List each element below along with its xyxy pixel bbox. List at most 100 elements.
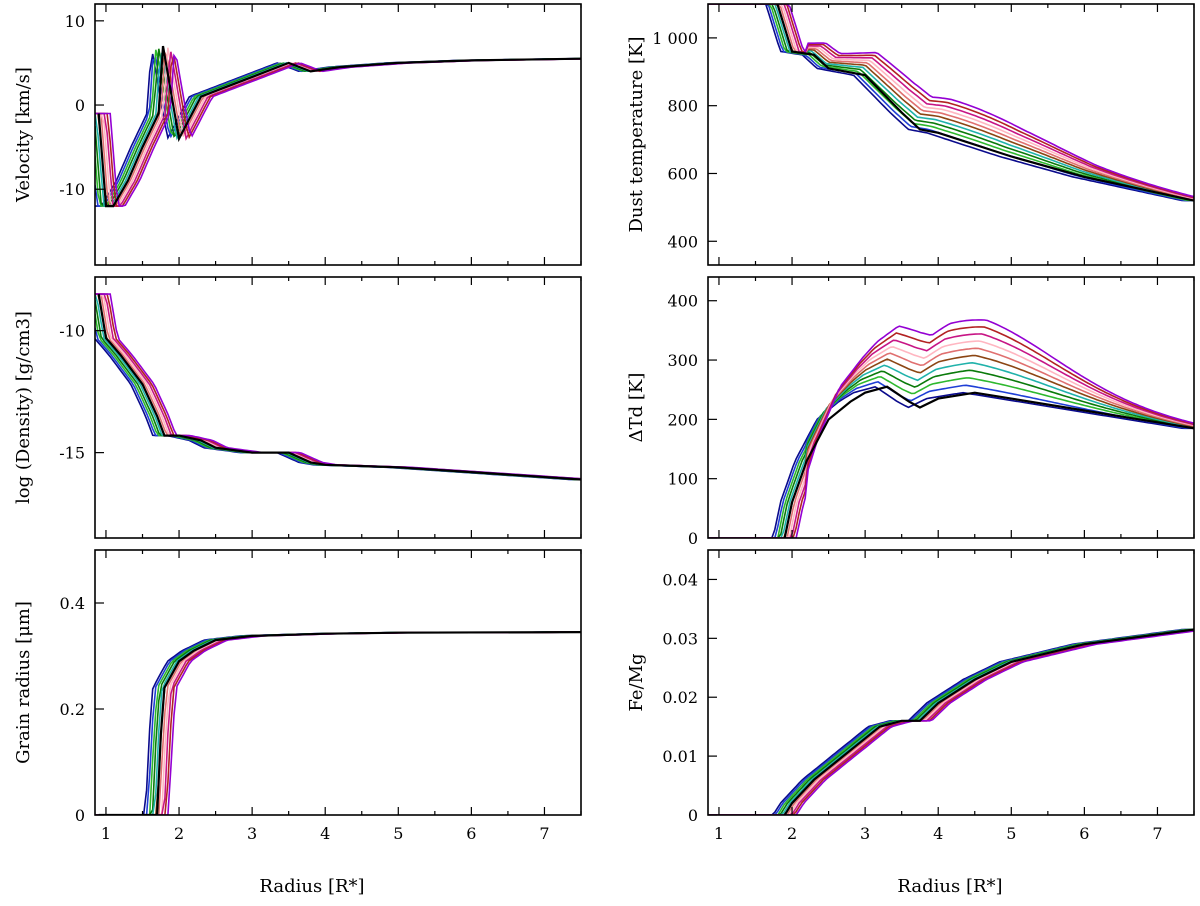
fe-mg-model-curve: [708, 628, 1194, 815]
dust-temperature-frame: [707, 3, 1195, 266]
y-tick-label: 0.2: [60, 700, 85, 719]
y-tick-label: 0: [688, 529, 698, 548]
density-model-curve: [95, 293, 581, 480]
x-tick-label: 2: [174, 824, 184, 843]
x-tick-label: 4: [320, 824, 330, 843]
y-tick-label: 0.01: [662, 747, 698, 766]
x-tick-label: 1: [101, 824, 111, 843]
panel-density: -10 -15 log (Density) [g/cm3]: [13, 276, 582, 539]
y-tick-label: 10: [65, 12, 85, 31]
x-axis-label-left: Radius [R*]: [259, 876, 364, 897]
fe-mg-curves: [708, 628, 1194, 815]
density-model-curve: [95, 293, 581, 480]
x-tick-label: 7: [1152, 824, 1162, 843]
x-tick-label: 7: [539, 824, 549, 843]
velocity-curves: [95, 45, 581, 208]
delta-td-model-curve: [708, 369, 1194, 538]
y-tick-label: 0.02: [662, 688, 698, 707]
dust-temperature-model-curve: [708, 4, 1194, 198]
delta-td-model-curve: [708, 333, 1194, 538]
density-series-final: [97, 293, 581, 481]
dust-temperature-model-curve: [708, 4, 1194, 201]
fe-mg-model-curve: [708, 628, 1194, 815]
fe-mg-model-curve: [708, 629, 1194, 815]
dust-temperature-curves: [708, 4, 1194, 202]
dust-temperature-model-curve: [708, 4, 1194, 201]
delta-td-model-curve: [708, 326, 1194, 538]
delta-td-series-final: [783, 385, 1194, 538]
y-tick-label: -10: [59, 180, 85, 199]
y-tick-label: 800: [667, 97, 698, 116]
fe-mg-model-curve: [708, 628, 1194, 815]
x-tick-label: 2: [787, 824, 797, 843]
delta-td-y-axis-label: ΔTd [K]: [626, 373, 647, 443]
grain-frame: [94, 549, 582, 816]
y-tick-label: -10: [59, 322, 85, 341]
panel-grain: 1 2 3 4 5 6 7 0 0.2 0.4 Grain radius [μm]: [13, 549, 582, 843]
fe-mg-y-axis-label: Fe/Mg: [626, 653, 647, 711]
grain-y-axis-label: Grain radius [μm]: [13, 601, 34, 764]
x-tick-label: 5: [393, 824, 403, 843]
panel-fe-mg: 1 2 3 4 5 6 7 0 0.01 0.02 0.03 0.04 Fe/Mg: [626, 549, 1195, 843]
dust-temperature-model-curve: [708, 4, 1194, 199]
y-tick-label: 0: [75, 96, 85, 115]
delta-td-model-curve: [708, 376, 1194, 538]
velocity-frame: [94, 3, 582, 266]
density-model-curve: [95, 327, 581, 481]
delta-td-frame: [707, 276, 1195, 539]
fe-mg-series-final: [783, 628, 1194, 815]
grain-curves: [95, 630, 581, 815]
y-tick-label: 400: [667, 292, 698, 311]
x-tick-label: 3: [247, 824, 257, 843]
x-tick-label: 1: [714, 824, 724, 843]
x-axis-label-right: Radius [R*]: [897, 876, 1002, 897]
fe-mg-model-curve: [708, 628, 1194, 815]
delta-td-model-curve: [708, 340, 1194, 538]
dust-temperature-model-curve: [708, 4, 1194, 201]
density-model-curve: [95, 293, 581, 480]
panel-dust-temperature: 400 600 800 1 000 Dust temperature [K]: [626, 3, 1195, 266]
dust-temperature-model-curve: [708, 4, 1194, 202]
density-model-curve: [95, 293, 581, 481]
fe-mg-model-curve: [708, 628, 1194, 815]
density-model-curve: [95, 293, 581, 480]
dust-temperature-model-curve: [708, 4, 1194, 202]
fe-mg-model-curve: [708, 630, 1194, 815]
velocity-series-final: [97, 45, 581, 208]
y-tick-label: 1 000: [652, 29, 698, 48]
y-tick-label: 0.03: [662, 629, 698, 648]
density-model-curve: [95, 338, 581, 481]
density-curves: [95, 293, 581, 481]
panel-delta-td: 0 100 200 300 400 ΔTd [K]: [626, 276, 1195, 548]
density-model-curve: [95, 313, 581, 481]
x-tick-label: 5: [1006, 824, 1016, 843]
fe-mg-model-curve: [708, 629, 1194, 815]
x-tick-label: 6: [1079, 824, 1089, 843]
density-model-curve: [95, 293, 581, 481]
x-tick-label: 4: [933, 824, 943, 843]
y-tick-label: 300: [667, 351, 698, 370]
density-model-curve: [95, 293, 581, 481]
density-frame: [94, 276, 582, 539]
y-tick-label: 0.04: [662, 570, 698, 589]
y-tick-label: 400: [667, 232, 698, 251]
delta-td-model-curve: [708, 361, 1194, 538]
y-tick-label: 0.4: [60, 594, 85, 613]
fe-mg-model-curve: [708, 629, 1194, 815]
y-tick-label: 100: [667, 470, 698, 489]
y-tick-label: 200: [667, 410, 698, 429]
velocity-y-axis-label: Velocity [km/s]: [13, 67, 34, 203]
grain-series-final: [98, 630, 581, 815]
delta-td-model-curve: [708, 319, 1194, 538]
dust-temperature-model-curve: [708, 4, 1194, 202]
dust-temperature-model-curve: [708, 4, 1194, 200]
fe-mg-frame: [707, 549, 1195, 816]
y-tick-label: 0: [75, 806, 85, 825]
y-tick-label: -15: [59, 444, 85, 463]
x-tick-label: 6: [466, 824, 476, 843]
fe-mg-model-curve: [708, 629, 1194, 815]
delta-td-model-curve: [708, 347, 1194, 538]
density-y-axis-label: log (Density) [g/cm3]: [13, 311, 34, 504]
dust-temperature-model-curve: [708, 4, 1194, 200]
